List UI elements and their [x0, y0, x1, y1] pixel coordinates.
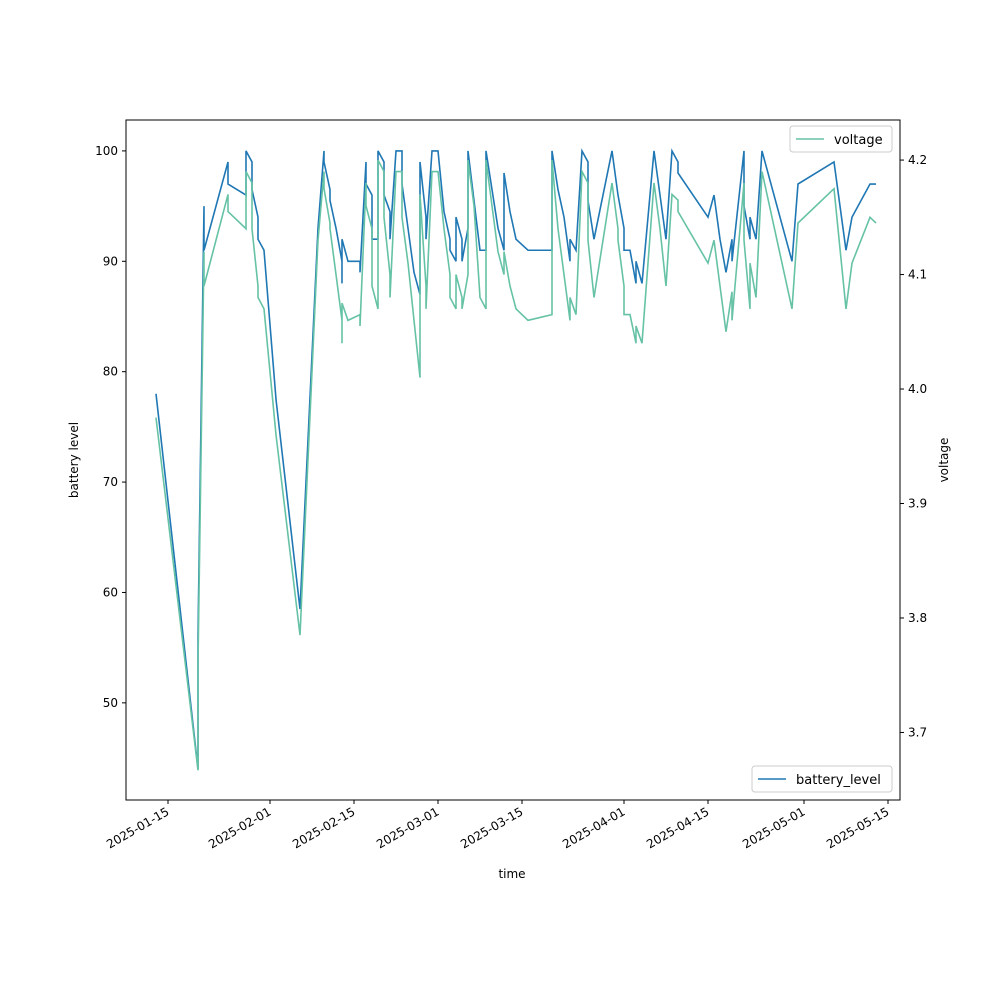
legend-box — [751, 765, 893, 793]
x-tick-label: 2025-04-01 — [560, 804, 627, 851]
legend-label: voltage — [834, 133, 883, 148]
x-tick-label: 2025-03-15 — [458, 804, 525, 851]
y2-tick-label: 4.0 — [908, 382, 927, 396]
x-axis-label: time — [498, 867, 525, 881]
legend-label: battery_level — [796, 773, 881, 788]
y-tick-label: 60 — [103, 585, 118, 599]
x-tick-label: 2025-02-15 — [290, 804, 357, 851]
legend: voltage — [789, 125, 893, 153]
y2-tick-label: 4.1 — [908, 268, 927, 282]
y2-tick-label: 4.2 — [908, 153, 927, 167]
y-tick-label: 50 — [103, 696, 118, 710]
x-tick-label: 2025-05-01 — [740, 804, 807, 851]
y2-axis-label: voltage — [937, 438, 951, 483]
x-tick-label: 2025-02-01 — [206, 804, 273, 851]
legend: battery_level — [751, 765, 893, 793]
plot-frame — [125, 119, 901, 801]
x-tick-label: 2025-01-15 — [104, 804, 171, 851]
series-line — [155, 159, 877, 771]
y2-tick-label: 3.9 — [908, 497, 927, 511]
y2-tick-label: 3.7 — [908, 725, 927, 739]
y2-tick-label: 3.8 — [908, 611, 927, 625]
series-line — [155, 148, 876, 770]
x-tick-label: 2025-03-01 — [374, 804, 441, 851]
y-tick-label: 90 — [103, 254, 118, 268]
x-tick-label: 2025-04-15 — [644, 804, 711, 851]
legend-box — [789, 125, 893, 153]
y-axis-label: battery level — [67, 422, 81, 498]
x-tick-label: 2025-05-15 — [824, 804, 891, 851]
y-tick-label: 80 — [103, 365, 118, 379]
y-tick-label: 70 — [103, 475, 118, 489]
y-tick-label: 100 — [95, 144, 118, 158]
